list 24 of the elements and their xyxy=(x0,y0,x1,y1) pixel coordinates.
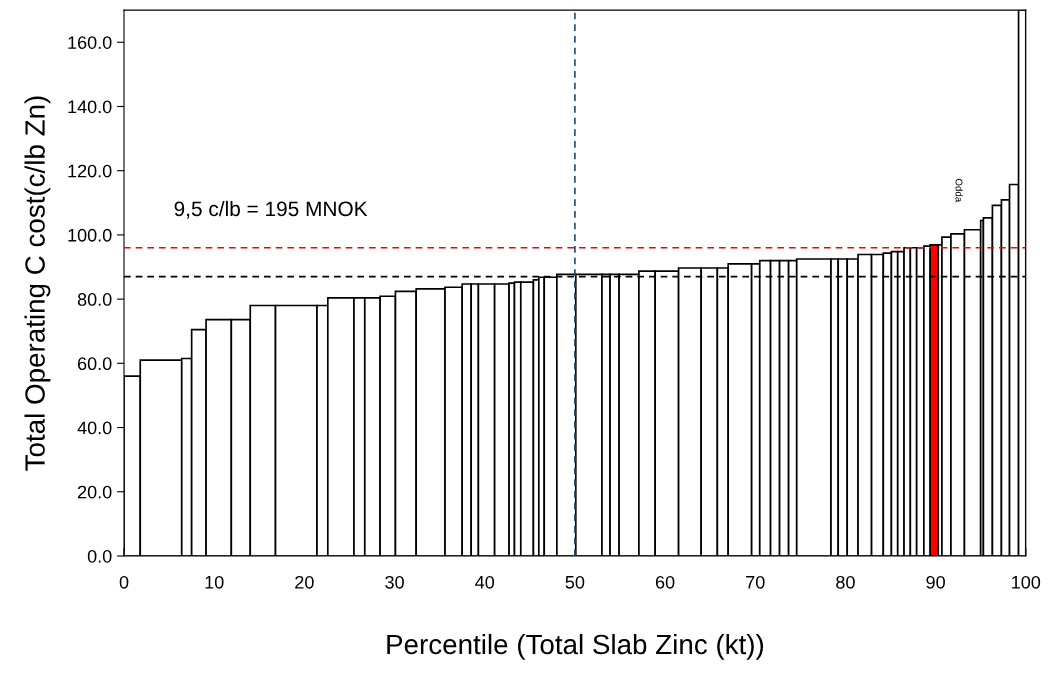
y-tick-label: 160.0 xyxy=(68,36,112,49)
y-tick-label: 60.0 xyxy=(77,357,112,371)
x-tick-label: 60 xyxy=(655,575,675,589)
y-tick-label: 140.0 xyxy=(68,100,112,114)
annotation: 9,5 c/lb = 195 MNOK xyxy=(174,200,368,219)
x-tick-label: 70 xyxy=(746,575,765,589)
x-axis-title: Percentile (Total Slab Zinc (kt)) xyxy=(387,633,764,660)
y-tick-label: 0.0 xyxy=(87,549,112,563)
annotation: Odda xyxy=(955,178,963,203)
y-tick-label: 100.0 xyxy=(68,228,112,242)
x-tick-label: 20 xyxy=(295,575,314,589)
x-tick-label: 100 xyxy=(1012,575,1041,589)
x-tick-label: 10 xyxy=(205,575,224,589)
y-tick-label: 80.0 xyxy=(77,293,112,306)
y-tick-label: 120.0 xyxy=(68,164,112,178)
x-tick-label: 90 xyxy=(926,575,945,589)
y-axis-title: Total Operating C cost(c/lb Zn) xyxy=(24,96,51,471)
x-tick-label: 0 xyxy=(119,575,129,589)
x-tick-label: 30 xyxy=(385,575,404,589)
y-tick-label: 20.0 xyxy=(77,485,112,499)
x-tick-label: 40 xyxy=(475,575,495,589)
x-tick-label: 80 xyxy=(836,575,855,589)
x-tick-label: 50 xyxy=(565,575,585,589)
y-tick-label: 40.0 xyxy=(77,421,112,435)
